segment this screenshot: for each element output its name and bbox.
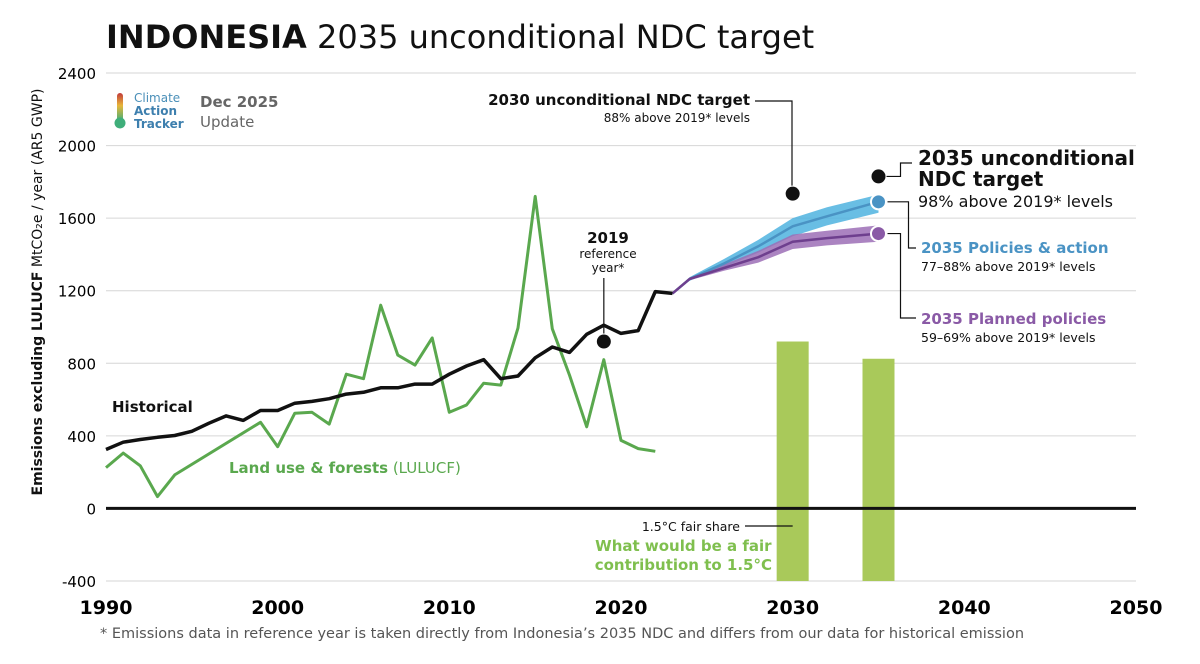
- ref-year-point: [596, 334, 611, 349]
- x-tick-label: 2040: [938, 597, 991, 619]
- planned-band: [672, 225, 879, 294]
- footnote: * Emissions data in reference year is ta…: [100, 626, 1025, 642]
- page-title: INDONESIA 2035 unconditional NDC target: [106, 18, 815, 56]
- x-tick-label: 2050: [1110, 597, 1163, 619]
- fair-share-bar: [862, 358, 895, 581]
- ndc2030-title: 2030 unconditional NDC target: [488, 91, 750, 109]
- logo-line-1: Climate: [134, 91, 181, 105]
- lulucf-label: Land use & forests (LULUCF): [229, 459, 461, 477]
- y-tick-label: -400: [62, 573, 96, 591]
- fair-line-2: contribution to 1.5°C: [594, 556, 772, 574]
- x-tick-label: 2030: [766, 597, 819, 619]
- ndc2035-leader: [886, 162, 912, 178]
- ref-line-3: year*: [591, 261, 625, 275]
- ref-line-2: reference: [579, 247, 637, 261]
- planned-line: [671, 232, 879, 295]
- planned-point: [870, 225, 887, 243]
- lulucf-line: [105, 194, 656, 499]
- policies-point: [870, 193, 887, 211]
- x-tick-label: 2020: [595, 597, 648, 619]
- historical-label: Historical: [112, 398, 193, 416]
- fair-contribution-label: What would be a fair contribution to 1.5…: [595, 537, 772, 575]
- ref-year: 2019: [587, 229, 629, 247]
- x-tick-label: 2010: [423, 597, 476, 619]
- logo-line-2: Action: [134, 104, 178, 118]
- y-tick-label: 400: [67, 428, 96, 446]
- fair-share-label: 1.5°C fair share: [641, 519, 740, 534]
- historical-line: [105, 289, 673, 452]
- ndc2030-leader: [755, 100, 793, 186]
- planned-leader: [887, 232, 916, 319]
- thermometer-icon: [114, 93, 126, 129]
- fair-line-1: What would be a fair: [595, 537, 772, 555]
- y-tick-label: 1600: [58, 210, 96, 228]
- policies-leader: [887, 201, 916, 249]
- cat-logo: Climate Action Tracker Dec 2025 Update: [112, 90, 302, 134]
- ndc2035-sub: 98% above 2019* levels: [918, 192, 1113, 211]
- update-word: Update: [200, 113, 255, 131]
- y-tick-label: 800: [67, 355, 96, 373]
- ndc2035-title-line1: 2035 unconditional: [918, 146, 1135, 170]
- logo-line-3: Tracker: [134, 117, 184, 131]
- policies-title: 2035 Policies & action: [921, 239, 1109, 257]
- x-tick-label: 1990: [80, 597, 133, 619]
- ndc2035-title-line2: NDC target: [918, 167, 1044, 191]
- policies-sub: 77–88% above 2019* levels: [921, 259, 1096, 274]
- y-tick-label: 0: [86, 500, 96, 518]
- ndc2030-point: [785, 186, 800, 201]
- logo-wordmark: Climate Action Tracker: [134, 92, 184, 131]
- update-label: Dec 2025 Update: [200, 92, 279, 132]
- ref-year-label: 2019 reference year*: [579, 229, 636, 275]
- planned-title: 2035 Planned policies: [921, 310, 1107, 328]
- ndc2035-point: [871, 169, 886, 184]
- planned-sub: 59–69% above 2019* levels: [921, 330, 1096, 345]
- update-date: Dec 2025: [200, 93, 279, 111]
- y-axis-label: Emissions excluding LULUCF MtCO₂e / year…: [30, 88, 46, 496]
- x-tick-label: 2000: [251, 597, 304, 619]
- ndc2030-sub: 88% above 2019* levels: [603, 111, 750, 125]
- y-tick-label: 2000: [58, 138, 96, 156]
- y-tick-label: 1200: [58, 283, 96, 301]
- fair-share-bar: [776, 341, 809, 581]
- y-tick-label: 2400: [58, 65, 96, 83]
